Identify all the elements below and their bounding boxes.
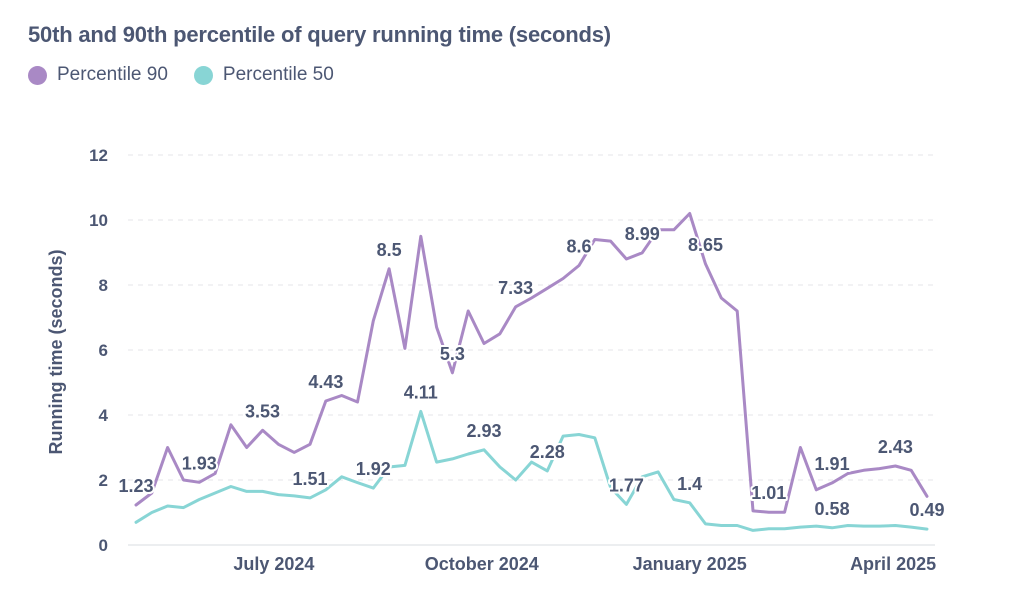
y-tick-label: 4 (99, 406, 109, 425)
data-label: 2.93 (467, 421, 502, 441)
data-label: 1.92 (356, 459, 391, 479)
data-label: 0.49 (909, 500, 944, 520)
data-label: 5.3 (440, 344, 465, 364)
x-tick-label: January 2025 (633, 554, 747, 574)
data-label: 4.43 (308, 372, 343, 392)
data-label: 3.53 (245, 401, 280, 421)
data-label: 8.5 (377, 240, 402, 260)
legend-dot-icon (28, 65, 47, 85)
x-tick-label: July 2024 (233, 554, 314, 574)
legend-item-p90[interactable]: Percentile 90 (28, 64, 168, 86)
series-line-percentile-90 (134, 212, 929, 514)
data-label: 8.65 (688, 235, 723, 255)
chart-title: 50th and 90th percentile of query runnin… (28, 22, 611, 47)
data-label: 7.33 (498, 278, 533, 298)
y-tick-label: 10 (89, 211, 108, 230)
legend-dot-icon (193, 65, 213, 85)
y-tick-label: 12 (89, 146, 108, 165)
data-label: 2.28 (530, 442, 565, 462)
data-label: 1.93 (182, 453, 217, 473)
x-tick-label: April 2025 (850, 554, 936, 574)
legend-label: Percentile 50 (222, 64, 334, 85)
data-label: 1.91 (815, 454, 850, 474)
data-label: 4.11 (404, 382, 438, 402)
legend: Percentile 90 Percentile 50 (28, 64, 360, 86)
data-label: 1.4 (677, 474, 702, 494)
data-label: 1.01 (751, 483, 786, 503)
x-tick-label: October 2024 (425, 554, 539, 574)
y-tick-label: 0 (99, 536, 108, 555)
y-tick-label: 6 (99, 341, 108, 360)
y-tick-label: 2 (99, 471, 108, 490)
y-axis-label: Running time (seconds) (46, 249, 66, 454)
legend-item-p50[interactable]: Percentile 50 (193, 64, 334, 86)
data-label: 8.6 (566, 237, 591, 257)
data-label: 1.51 (292, 469, 327, 489)
series-line-percentile-50 (134, 409, 929, 532)
legend-label: Percentile 90 (57, 64, 168, 85)
data-label: 2.43 (878, 437, 913, 457)
data-label: 8.99 (625, 224, 660, 244)
y-tick-label: 8 (99, 276, 108, 295)
data-label: 1.77 (609, 475, 644, 495)
data-label: 1.23 (118, 476, 153, 496)
data-label: 0.58 (815, 499, 850, 519)
